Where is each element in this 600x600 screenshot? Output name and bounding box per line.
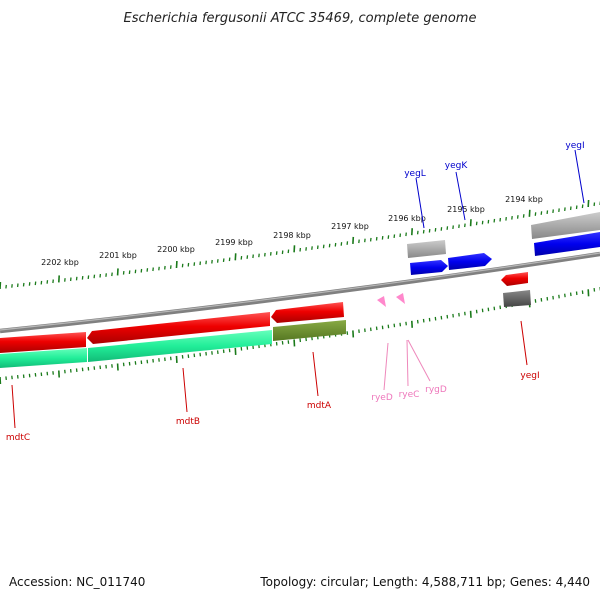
leader-mdtC (11, 384, 16, 429)
leader-ryeC (406, 339, 409, 387)
map-title: Escherichia fergusonii ATCC 35469, compl… (124, 11, 477, 26)
scale-label: 2198 kbp (273, 231, 311, 240)
gene-label-yegK[interactable]: yegK (445, 161, 469, 171)
cds-mdtC[interactable] (0, 332, 86, 353)
rrna-band-yegL[interactable] (407, 240, 446, 258)
scale-label: 2201 kbp (99, 251, 137, 260)
leader-yegK (455, 171, 466, 221)
leader-rygD (407, 339, 431, 382)
cds-yegI-forward[interactable] (534, 232, 600, 256)
scale-label: 2195 kbp (447, 205, 485, 214)
rna-band-mdtB[interactable] (88, 330, 272, 362)
accession-text: Accession: NC_011740 (9, 575, 146, 589)
gene-label-yegI-forward[interactable]: yegI (565, 141, 584, 151)
scale-label: 2199 kbp (215, 238, 253, 247)
gene-label-ryeD[interactable]: ryeD (371, 393, 393, 403)
leader-yegI-forward (574, 149, 585, 204)
gene-label-rygD[interactable]: rygD (425, 385, 447, 395)
rna-band-mdtC[interactable] (0, 348, 87, 368)
outer-scale-ticks (0, 199, 600, 290)
gene-label-mdtB[interactable]: mdtB (176, 417, 200, 427)
gene-label-mdtA[interactable]: mdtA (307, 401, 332, 411)
inner-scale-ticks (0, 287, 600, 385)
cds-yegK[interactable] (448, 253, 492, 270)
scale-label: 2202 kbp (41, 258, 79, 267)
gene-label-yegI-reverse[interactable]: yegI (520, 371, 539, 381)
leader-ryeD (383, 342, 389, 391)
rna-band-mdtA[interactable] (273, 320, 346, 341)
cds-yegI-reverse[interactable] (501, 272, 528, 286)
scale-label: 2196 kbp (388, 214, 426, 223)
rna-band-yegI[interactable] (503, 290, 531, 307)
scale-label: 2197 kbp (331, 222, 369, 231)
scale-label: 2194 kbp (505, 195, 543, 204)
leader-mdtB (182, 367, 188, 413)
forward-strand-features (407, 212, 600, 275)
reverse-strand-features (0, 272, 531, 368)
genome-summary-text: Topology: circular; Length: 4,588,711 bp… (260, 575, 590, 589)
cds-mdtB[interactable] (87, 312, 270, 344)
leader-yegI-reverse (520, 320, 528, 366)
genome-backbone-highlight (0, 252, 600, 331)
leader-yegL (415, 177, 425, 229)
genome-backbone (0, 251, 600, 334)
cds-mdtA[interactable] (271, 302, 344, 323)
leader-mdtA (312, 351, 319, 397)
srna-ryeD[interactable] (377, 296, 386, 307)
srna-ryeC[interactable] (396, 293, 405, 304)
reverse-gene-labels: mdtC mdtB mdtA yegI ryeD ryeC rygD (6, 320, 540, 443)
scale-labels: 2202 kbp 2201 kbp 2200 kbp 2199 kbp 2198… (41, 195, 543, 267)
gene-label-yegL[interactable]: yegL (404, 169, 426, 179)
rrna-band-yegI[interactable] (531, 212, 600, 239)
gene-label-mdtC[interactable]: mdtC (6, 433, 30, 443)
forward-gene-labels: yegL yegK yegI (404, 141, 585, 229)
gene-label-ryeC[interactable]: ryeC (399, 390, 420, 400)
cds-yegL[interactable] (410, 260, 448, 275)
scale-label: 2200 kbp (157, 245, 195, 254)
